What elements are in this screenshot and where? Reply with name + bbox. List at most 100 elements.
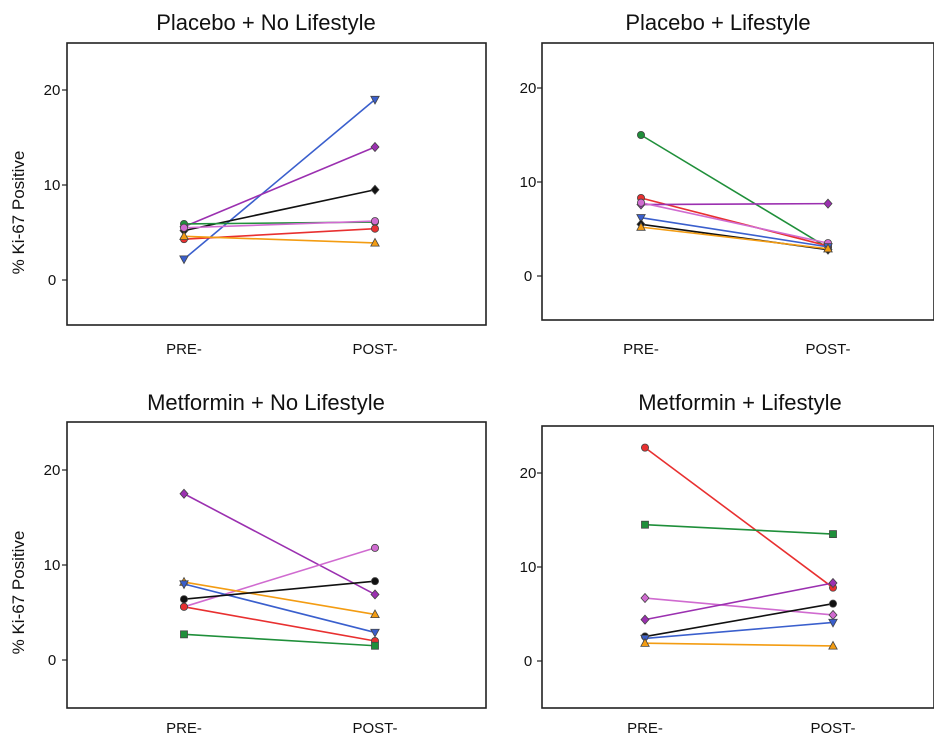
x-category-label: POST-: [810, 720, 855, 737]
y-tick-label: 20: [44, 462, 61, 479]
data-point-pre: [637, 198, 646, 207]
data-point-pre: [179, 602, 188, 611]
data-point-pre: [637, 130, 646, 139]
series-line: [640, 202, 829, 206]
x-category-label: POST-: [805, 341, 850, 358]
series-line: [644, 621, 834, 640]
series-line: [183, 580, 376, 600]
y-tick-label: 10: [520, 559, 537, 576]
data-point-pre: [179, 595, 188, 604]
plot-frame: [541, 425, 934, 709]
series-line: [644, 523, 834, 535]
data-point-post: [370, 589, 380, 600]
data-point-post: [370, 543, 379, 552]
data-point-post: [370, 95, 380, 105]
data-point-pre: [179, 488, 189, 499]
series-line: [183, 235, 376, 244]
data-point-pre: [179, 580, 189, 590]
series-line: [183, 98, 376, 260]
series-line: [640, 201, 829, 244]
data-point-post: [370, 577, 379, 586]
x-category-label: PRE-: [623, 341, 659, 358]
plot-frame: [66, 42, 487, 326]
panel-title: Metformin + No Lifestyle: [147, 390, 385, 415]
data-point-post: [829, 599, 838, 608]
data-point-post: [371, 641, 379, 650]
series-line: [640, 216, 829, 248]
data-point-pre: [179, 223, 188, 232]
x-category-label: PRE-: [166, 720, 202, 737]
series-line: [640, 197, 829, 247]
data-point-pre: [640, 614, 650, 625]
chart-panel-3: Metformin + No Lifestyle 0 10 20 PRE- POST- % …: [9, 390, 487, 737]
chart-panel-1: Placebo + No Lifestyle 0 10 20 PRE- POST- % Ki…: [9, 10, 487, 358]
series-7: [179, 230, 380, 247]
panel-title: Placebo + No Lifestyle: [156, 10, 376, 35]
plot-frame: [66, 421, 487, 709]
data-point-post: [370, 628, 380, 638]
y-tick-label: 0: [524, 268, 532, 285]
series-7: [636, 221, 833, 253]
y-tick-label: 0: [524, 653, 532, 670]
series-line: [644, 602, 834, 638]
x-category-label: POST-: [352, 341, 397, 358]
series-4: [179, 580, 380, 638]
series-2: [641, 520, 837, 538]
y-tick-label: 10: [44, 557, 61, 574]
data-point-post: [828, 577, 838, 589]
chart-panel-2: Placebo + Lifestyle 0 10 20 PRE- POST-: [520, 10, 934, 358]
data-point-post: [829, 530, 837, 538]
data-point-pre: [636, 214, 646, 224]
panel-title: Placebo + Lifestyle: [625, 10, 810, 35]
y-tick-label: 0: [48, 652, 56, 669]
series-line: [640, 226, 829, 250]
data-point-post: [370, 184, 380, 195]
series-line: [183, 606, 376, 642]
series-line: [183, 633, 376, 647]
series-line: [640, 134, 829, 249]
data-point-pre: [179, 255, 189, 265]
series-4: [640, 577, 838, 625]
data-point-pre: [179, 230, 189, 240]
data-point-post: [823, 243, 833, 253]
data-point-pre: [636, 221, 646, 231]
data-point-pre: [640, 592, 650, 604]
series-1: [179, 95, 380, 265]
data-point-post: [370, 224, 379, 233]
data-point-post: [370, 141, 380, 153]
x-category-label: PRE-: [627, 720, 663, 737]
y-tick-label: 10: [44, 177, 61, 194]
series-line: [644, 597, 834, 616]
y-tick-label: 0: [48, 272, 56, 289]
y-axis-label: % Ki-67 Positive: [9, 151, 28, 275]
plot-frame: [541, 42, 934, 321]
series-line: [183, 493, 376, 596]
series-1: [641, 443, 838, 592]
series-line: [644, 446, 834, 589]
y-tick-label: 20: [520, 80, 537, 97]
x-category-label: PRE-: [166, 341, 202, 358]
y-tick-label: 10: [520, 174, 537, 191]
data-point-pre: [641, 520, 649, 529]
y-axis-label: % Ki-67 Positive: [9, 531, 28, 655]
series-7: [180, 630, 379, 650]
data-point-post: [370, 237, 380, 247]
data-point-pre: [180, 630, 188, 639]
series-line: [644, 582, 834, 621]
series-1: [179, 488, 380, 600]
series-7: [640, 637, 838, 650]
panel-title: Metformin + Lifestyle: [638, 390, 842, 415]
data-point-post: [823, 198, 833, 209]
data-point-pre: [641, 443, 650, 452]
series-line: [183, 583, 376, 634]
chart-panel-4: Metformin + Lifestyle 0 10 20 PRE- POST-: [520, 390, 934, 737]
y-tick-label: 20: [44, 82, 61, 99]
data-point-post: [828, 618, 838, 628]
series-line: [183, 220, 376, 229]
x-category-label: POST-: [352, 720, 397, 737]
y-tick-label: 20: [520, 465, 537, 482]
series-3: [640, 592, 838, 621]
series-line: [183, 146, 376, 228]
data-point-post: [828, 640, 838, 650]
